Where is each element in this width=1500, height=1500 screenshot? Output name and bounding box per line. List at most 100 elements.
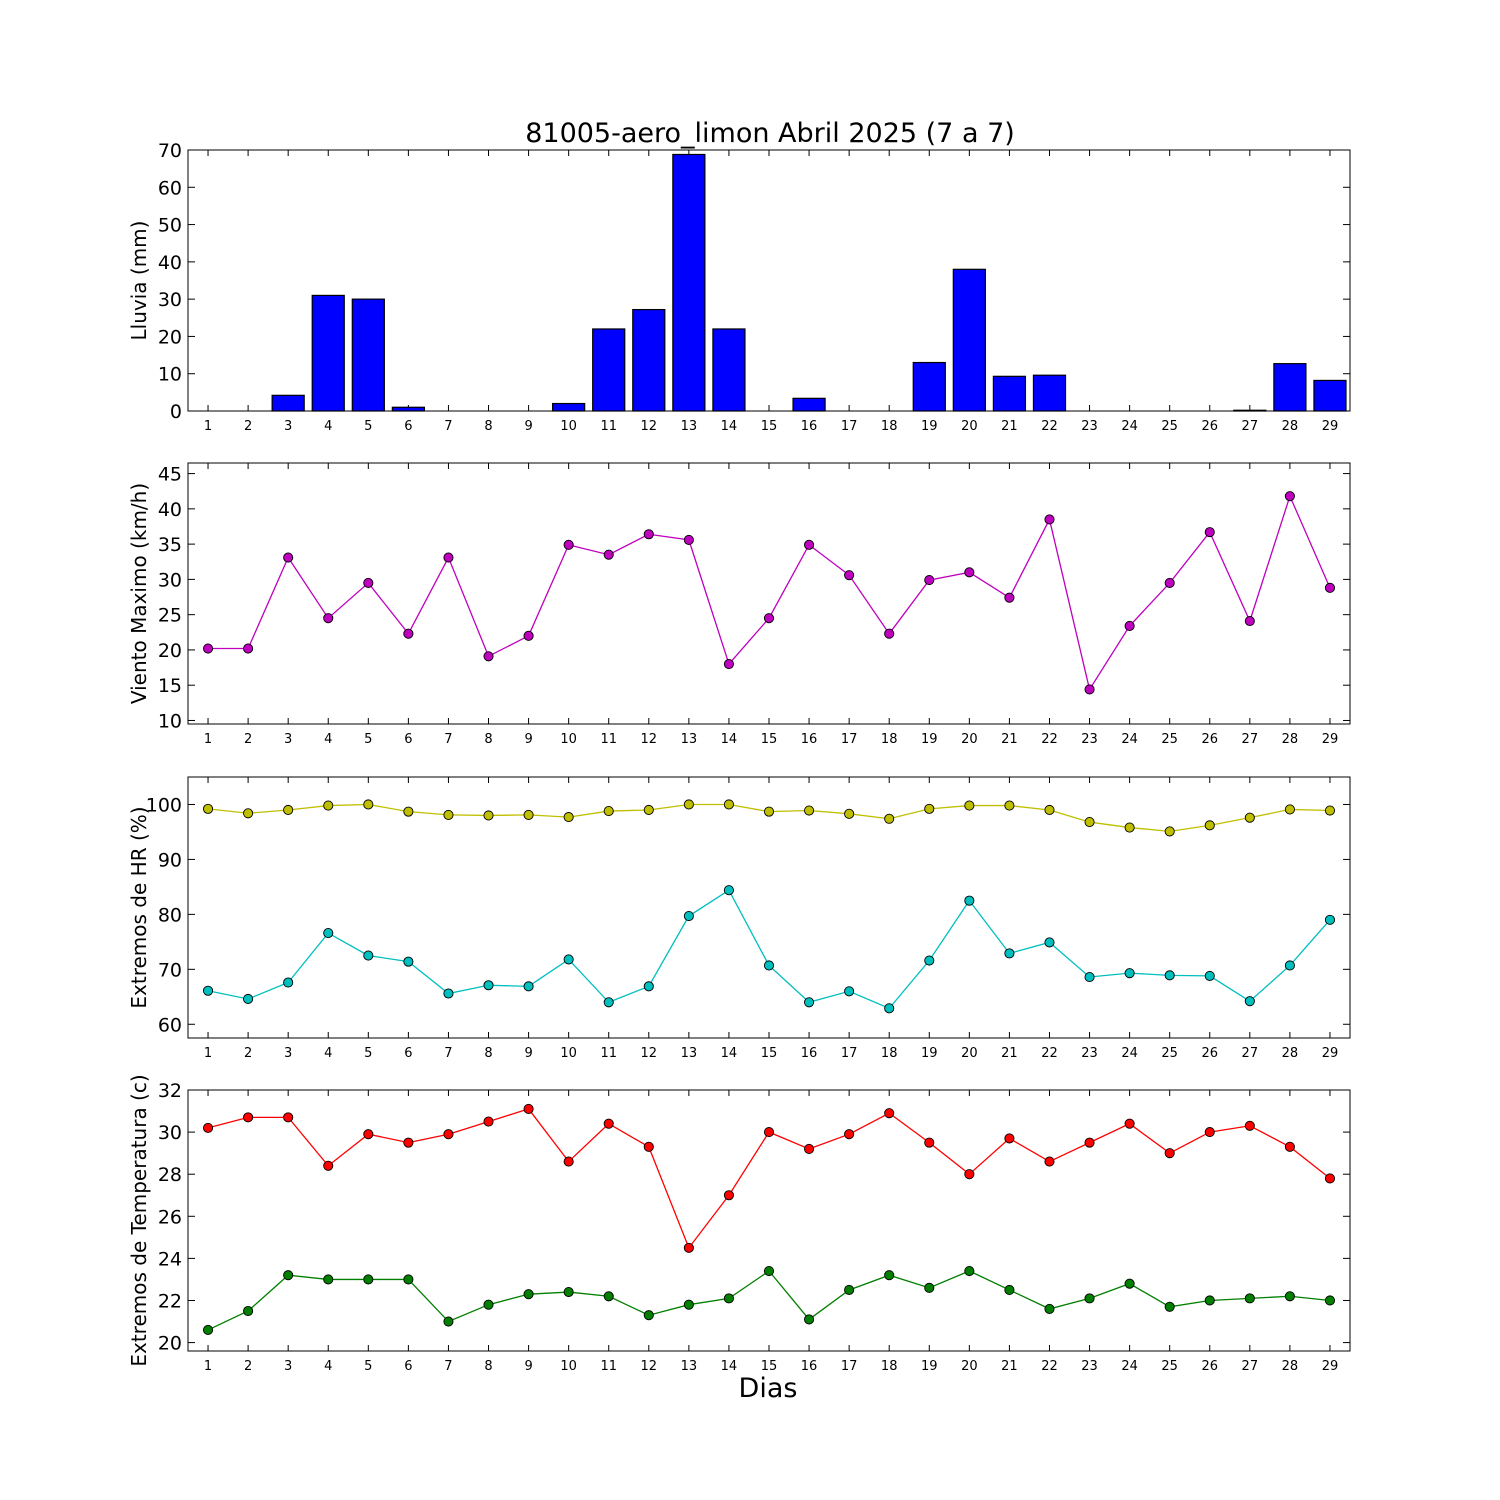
data-point <box>483 1116 494 1127</box>
x-tick-label: 29 <box>1322 1359 1339 1374</box>
y-tick-label: 10 <box>158 364 182 386</box>
data-point <box>1004 1133 1015 1144</box>
data-point <box>323 800 334 811</box>
x-tick-label: 13 <box>681 1359 698 1374</box>
x-tick-label: 6 <box>404 419 412 434</box>
y-tick-label: 80 <box>158 904 182 926</box>
data-point <box>243 1305 254 1317</box>
y-tick-label: 90 <box>158 849 182 871</box>
x-tick-label: 26 <box>1201 732 1218 747</box>
y-tick-label: 60 <box>158 1014 182 1036</box>
x-tick-label: 6 <box>404 1359 412 1374</box>
rain-bar <box>1233 409 1267 412</box>
x-tick-label: 6 <box>404 1046 412 1061</box>
x-tick-label: 8 <box>484 1046 492 1061</box>
x-tick-label: 19 <box>921 1046 938 1061</box>
data-point <box>723 658 734 670</box>
data-point <box>563 539 574 550</box>
x-tick-label: 7 <box>444 1359 452 1374</box>
x-tick-label: 6 <box>404 732 412 747</box>
data-point <box>924 1282 935 1293</box>
x-tick-label: 10 <box>560 419 577 434</box>
x-tick-label: 28 <box>1282 732 1299 747</box>
data-point <box>1244 1120 1255 1131</box>
data-point <box>363 799 374 810</box>
data-point <box>202 643 214 654</box>
y-tick-label: 40 <box>158 499 182 521</box>
data-point <box>483 651 494 662</box>
data-point <box>884 1003 895 1014</box>
x-tick-label: 9 <box>524 1359 532 1374</box>
y-tick-label: 20 <box>158 1333 182 1355</box>
x-tick-label: 22 <box>1041 1359 1058 1374</box>
x-tick-label: 16 <box>801 419 818 434</box>
y-tick-label: 22 <box>158 1290 182 1312</box>
x-tick-label: 5 <box>364 1046 372 1061</box>
data-point <box>443 809 454 820</box>
data-point <box>1324 805 1336 816</box>
data-point <box>844 986 855 997</box>
x-tick-label: 23 <box>1081 732 1098 747</box>
y-tick-label: 35 <box>158 534 182 556</box>
data-point <box>924 803 935 814</box>
x-tick-label: 1 <box>204 1046 212 1061</box>
y-axis-label: Extremos de Temperatura (c) <box>127 1074 151 1366</box>
x-tick-label: 13 <box>681 732 698 747</box>
data-point <box>1164 826 1175 837</box>
data-point <box>1004 948 1015 959</box>
data-point <box>1164 577 1175 588</box>
y-tick-label: 25 <box>158 605 182 627</box>
x-tick-label: 16 <box>801 1046 818 1061</box>
x-tick-label: 26 <box>1201 1046 1218 1061</box>
x-tick-label: 13 <box>681 419 698 434</box>
rain-bar <box>271 394 305 412</box>
x-tick-label: 10 <box>560 732 577 747</box>
data-point <box>1244 996 1255 1007</box>
x-tick-label: 15 <box>761 732 778 747</box>
rain-bar <box>992 375 1027 412</box>
x-tick-label: 7 <box>444 1046 452 1061</box>
y-tick-label: 70 <box>158 140 182 162</box>
x-tick-label: 25 <box>1161 1046 1178 1061</box>
data-point <box>523 630 534 641</box>
data-point <box>603 549 614 560</box>
rain-bar <box>351 298 385 412</box>
data-point <box>1084 684 1095 695</box>
data-point <box>363 1129 374 1140</box>
x-tick-label: 5 <box>364 419 372 434</box>
x-tick-label: 3 <box>284 419 292 434</box>
data-point <box>483 1299 494 1310</box>
data-point <box>804 1143 815 1154</box>
data-point <box>1124 1278 1135 1289</box>
x-tick-label: 1 <box>204 1359 212 1374</box>
data-point <box>202 1122 214 1133</box>
x-tick-label: 28 <box>1282 1046 1299 1061</box>
data-point <box>243 808 254 819</box>
data-point <box>1284 960 1295 971</box>
x-tick-label: 23 <box>1081 1046 1098 1061</box>
x-tick-label: 14 <box>721 1359 738 1374</box>
data-point <box>884 813 895 824</box>
data-point <box>1284 804 1295 815</box>
x-tick-label: 20 <box>961 1359 978 1374</box>
x-tick-label: 4 <box>324 1046 332 1061</box>
x-tick-label: 22 <box>1041 1046 1058 1061</box>
x-tick-label: 12 <box>641 1046 658 1061</box>
data-point <box>523 1289 534 1300</box>
x-tick-label: 18 <box>881 1359 898 1374</box>
data-point <box>403 806 414 817</box>
x-tick-label: 4 <box>324 419 332 434</box>
x-tick-label: 7 <box>444 419 452 434</box>
y-tick-label: 100 <box>146 794 182 816</box>
x-tick-label: 27 <box>1242 732 1259 747</box>
x-tick-label: 23 <box>1081 419 1098 434</box>
x-tick-label: 12 <box>641 732 658 747</box>
data-point <box>884 628 895 639</box>
x-tick-label: 10 <box>560 1359 577 1374</box>
y-tick-label: 30 <box>158 289 182 311</box>
data-point <box>1244 812 1255 823</box>
